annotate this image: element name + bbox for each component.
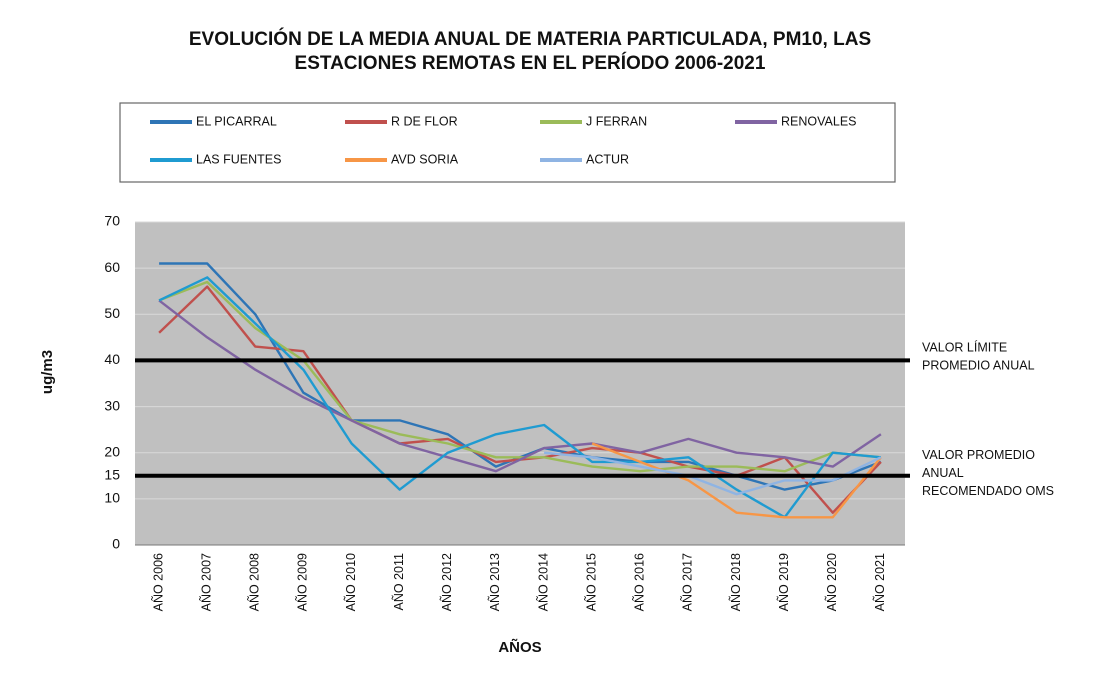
x-tick-label: AÑO 2015: [584, 553, 598, 611]
series-line: [543, 451, 882, 496]
reference-label: RECOMENDADO OMS: [922, 484, 1054, 498]
reference-label: VALOR PROMEDIO: [922, 448, 1035, 462]
x-tick-label: AÑO 2007: [199, 553, 213, 611]
series-line: [158, 299, 882, 473]
y-axis-label: ug/m3: [39, 350, 56, 394]
x-tick-label: AÑO 2018: [729, 553, 743, 611]
y-tick-label: 20: [104, 443, 120, 459]
y-tick-label: 10: [104, 490, 120, 506]
y-tick-label: 50: [104, 305, 120, 321]
legend-box: [119, 102, 896, 183]
x-tick-label: AÑO 2011: [392, 553, 406, 610]
y-tick-label: 70: [104, 213, 120, 229]
x-tick-label: AÑO 2013: [488, 553, 502, 611]
y-tick-label: 30: [104, 397, 120, 413]
reference-label: VALOR LÍMITE: [922, 340, 1007, 355]
x-tick-label: AÑO 2021: [873, 553, 887, 611]
legend-label: AVD SORIA: [391, 152, 459, 166]
chart-title: EVOLUCIÓN DE LA MEDIA ANUAL DE MATERIA P…: [189, 28, 871, 50]
legend-label: J FERRAN: [586, 114, 647, 128]
x-tick-label: AÑO 2009: [296, 553, 310, 611]
y-tick-label: 60: [104, 259, 120, 275]
chart-title: ESTACIONES REMOTAS EN EL PERÍODO 2006-20…: [295, 52, 766, 74]
series-line: [158, 276, 882, 519]
y-tick-label: 40: [104, 351, 120, 367]
series-line: [158, 280, 882, 473]
reference-label: PROMEDIO ANUAL: [922, 359, 1035, 373]
x-tick-label: AÑO 2016: [633, 553, 647, 611]
legend-label: ACTUR: [586, 152, 629, 166]
x-tick-label: AÑO 2006: [151, 553, 165, 611]
plot-area: [135, 222, 905, 545]
reference-label: ANUAL: [922, 466, 964, 480]
y-tick-label: 15: [104, 466, 120, 482]
x-axis-label: AÑOS: [498, 638, 541, 656]
legend-label: R DE FLOR: [391, 114, 458, 128]
x-tick-label: AÑO 2008: [248, 553, 262, 611]
x-tick-label: AÑO 2017: [681, 553, 695, 611]
series-line: [591, 442, 882, 519]
legend-label: LAS FUENTES: [196, 152, 281, 166]
x-tick-label: AÑO 2014: [536, 553, 550, 611]
x-tick-label: AÑO 2020: [825, 553, 839, 611]
legend-label: RENOVALES: [781, 114, 857, 128]
x-tick-label: AÑO 2010: [344, 553, 358, 611]
x-tick-label: AÑO 2012: [440, 553, 454, 611]
legend-label: EL PICARRAL: [196, 114, 277, 128]
y-tick-label: 0: [112, 536, 120, 552]
x-tick-label: AÑO 2019: [777, 553, 791, 611]
